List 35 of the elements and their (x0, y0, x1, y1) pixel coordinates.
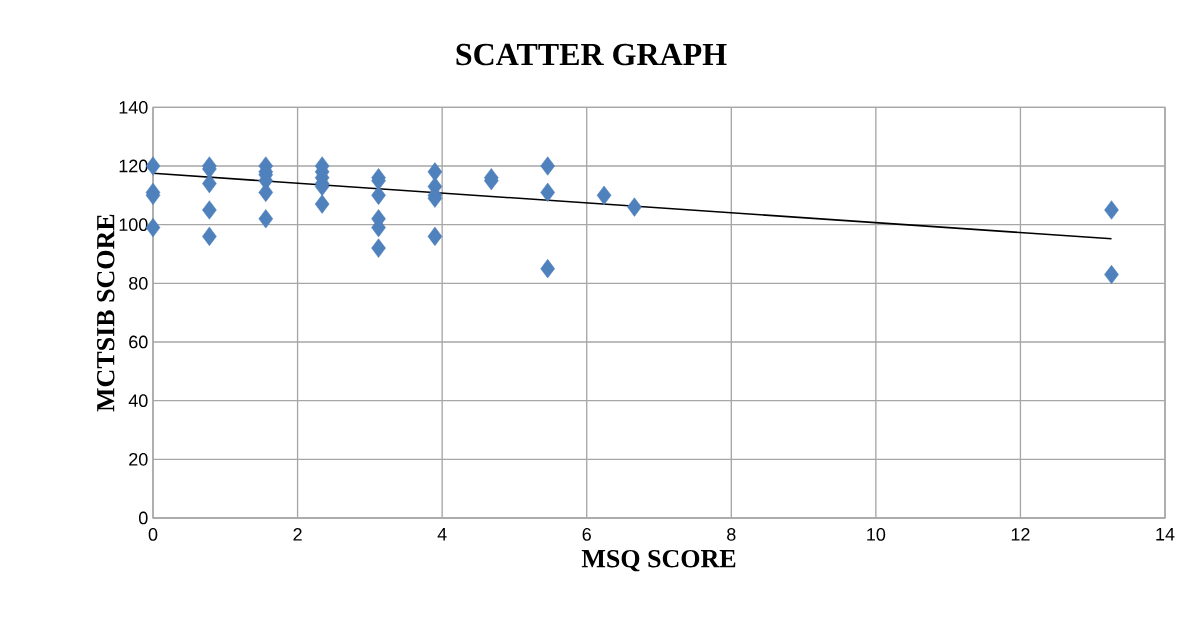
point (1104, 264, 1119, 285)
y-tick-label: 40 (128, 394, 148, 408)
x-tick-label: 2 (293, 528, 302, 541)
y-tick-label: 120 (119, 159, 148, 173)
point (596, 185, 612, 205)
x-tick-label: 4 (437, 528, 447, 541)
x-axis-title: MSQ SCORE (581, 549, 736, 572)
point (202, 173, 217, 194)
y-tick-label: 20 (129, 452, 148, 466)
point (427, 226, 443, 246)
point (540, 259, 555, 279)
y-axis-title: MCTSIB SCORE (96, 214, 115, 412)
point (371, 238, 386, 258)
x-tick-label: 14 (1156, 528, 1175, 541)
point (627, 197, 642, 217)
y-tick-label: 140 (119, 100, 148, 114)
chart-title: SCATTER GRAPH (456, 43, 727, 66)
point (1104, 200, 1119, 220)
point (202, 226, 217, 246)
y-tick-label: 60 (129, 335, 148, 349)
x-tick-label: 10 (867, 528, 886, 541)
point (540, 156, 555, 176)
point (314, 194, 330, 214)
point (371, 185, 386, 205)
point (202, 200, 217, 220)
x-tick-label: 0 (148, 528, 158, 541)
x-tick-label: 8 (727, 528, 736, 541)
x-tick-label: 12 (1011, 528, 1030, 541)
point (540, 182, 555, 202)
y-tick-label: 80 (129, 276, 148, 290)
y-tick-label: 100 (119, 218, 148, 232)
point (258, 209, 274, 229)
x-tick-label: 6 (582, 528, 591, 541)
y-tick-label: 0 (139, 511, 148, 525)
point (427, 162, 443, 182)
